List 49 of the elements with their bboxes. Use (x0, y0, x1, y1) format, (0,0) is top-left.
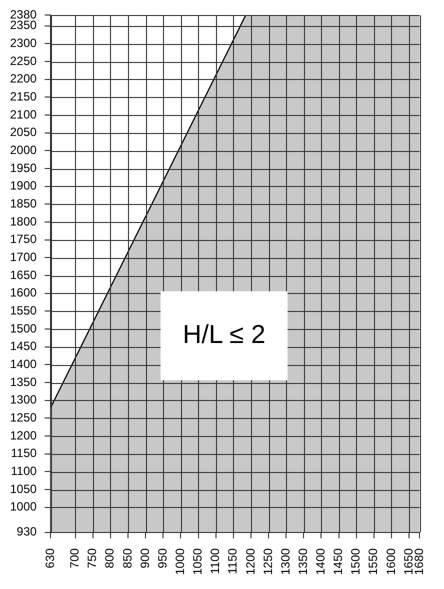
x-tick-label: 1400 (314, 548, 328, 576)
x-tick-label: 1450 (331, 548, 346, 576)
y-tick-label: 1000 (10, 500, 38, 514)
x-tick-label: 700 (68, 548, 82, 568)
y-tick-label: 930 (16, 524, 38, 539)
y-tick-label: 1200 (10, 428, 38, 442)
x-tick-label: 1100 (208, 548, 222, 574)
x-tick-label: 850 (120, 548, 134, 568)
x-tick-label: 800 (102, 548, 117, 568)
x-tick-label: 1050 (190, 548, 205, 576)
y-tick-label: 1100 (10, 464, 38, 478)
y-tick-label: 1700 (10, 250, 38, 264)
y-tick-label: 1750 (10, 232, 38, 246)
x-tick-label: 1250 (260, 548, 275, 576)
y-tick-label: 1500 (10, 321, 38, 336)
x-tick-label: 1500 (348, 548, 363, 576)
x-tick-label: 1200 (243, 548, 258, 576)
y-tick-label: 1400 (10, 357, 38, 372)
y-tick-label: 1550 (10, 304, 38, 318)
x-tick-label: 900 (138, 548, 152, 568)
annotation: H/L ≤ 2 (182, 318, 266, 349)
x-tick-label: 1550 (366, 548, 380, 576)
y-tick-label: 2000 (10, 143, 38, 158)
y-tick-label: 1650 (10, 268, 38, 282)
y-tick-label: 2200 (10, 72, 38, 86)
y-tick-label: 2300 (10, 36, 38, 50)
y-tick-label: 1050 (10, 482, 38, 496)
y-tick-label: 1850 (10, 196, 38, 211)
y-tick-label: 1350 (10, 374, 38, 389)
y-tick-label: 1300 (10, 392, 38, 407)
y-tick-label: 1800 (10, 214, 38, 228)
x-tick-label: 1600 (384, 548, 398, 576)
y-tick-label: 2250 (10, 54, 38, 68)
y-tick-label: 1950 (10, 160, 38, 175)
x-tick-label: 750 (85, 548, 100, 568)
x-tick-label: 630 (43, 548, 58, 568)
y-tick-label: 2150 (10, 90, 38, 104)
y-tick-label: 1600 (10, 286, 38, 300)
y-tick-label: 2100 (10, 107, 38, 122)
x-tick-label: 1300 (278, 548, 292, 576)
y-tick-label: 1450 (10, 339, 38, 354)
y-tick-label: 1250 (10, 410, 38, 424)
y-tick-label: 1900 (10, 178, 38, 193)
y-tick-label: 1150 (10, 446, 38, 460)
x-tick-label: 1000 (173, 548, 188, 576)
y-tick-label: 2050 (10, 125, 38, 140)
x-tick-label: 1150 (226, 548, 240, 574)
x-tick-label: 1350 (296, 548, 310, 576)
x-tick-label: 950 (155, 548, 170, 568)
